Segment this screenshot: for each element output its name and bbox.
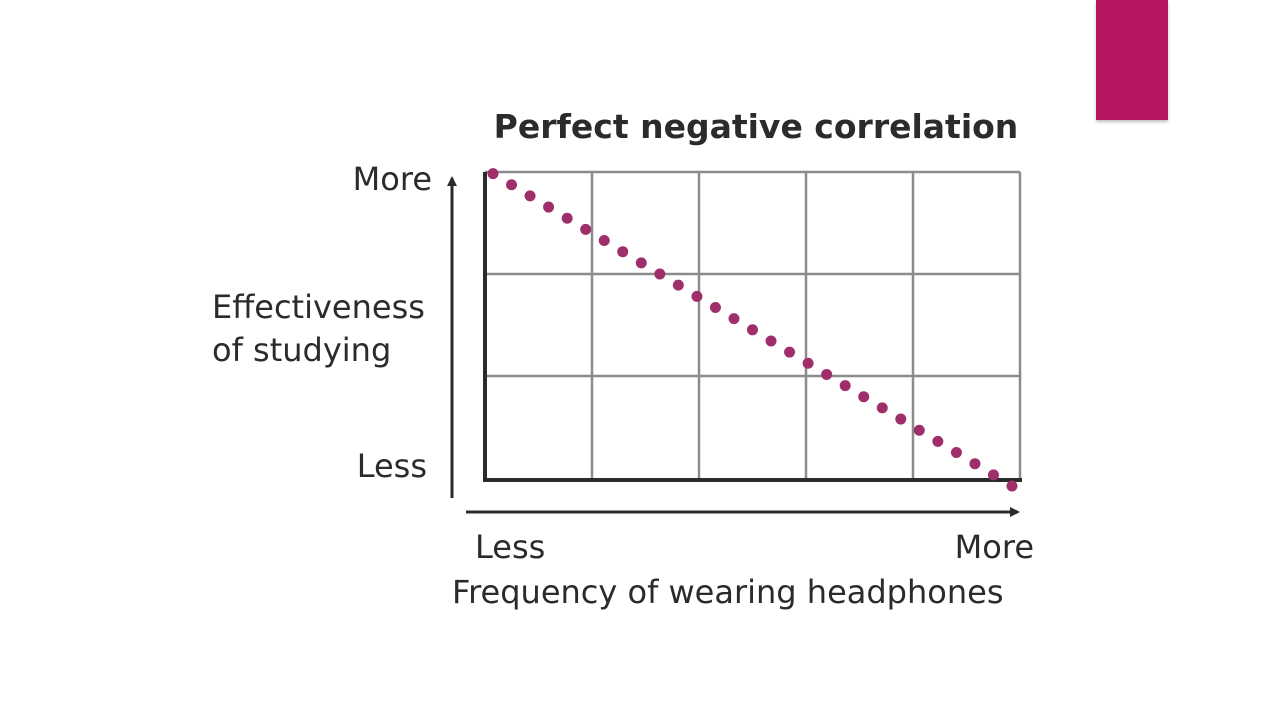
data-points — [487, 168, 1018, 492]
y-axis-label-line1: Effectiveness — [212, 288, 425, 326]
data-point — [709, 301, 721, 313]
data-point — [598, 235, 610, 247]
y-tick-label-high: More — [353, 160, 432, 198]
data-point — [580, 223, 592, 235]
data-point — [821, 368, 833, 380]
data-point — [617, 246, 629, 258]
data-point — [524, 190, 536, 202]
accent-bar — [1096, 0, 1168, 120]
data-point — [913, 424, 925, 436]
data-point — [784, 346, 796, 358]
data-point — [765, 335, 777, 347]
data-point — [876, 402, 888, 414]
data-point — [802, 357, 814, 369]
x-tick-label-low: Less — [475, 528, 545, 566]
data-point — [969, 458, 981, 470]
data-point — [654, 268, 666, 280]
data-point — [858, 391, 870, 403]
data-point — [487, 168, 499, 180]
data-point — [635, 257, 647, 269]
data-point — [747, 324, 758, 336]
y-tick-label-low: Less — [357, 447, 427, 485]
data-point — [506, 179, 518, 191]
data-point — [728, 313, 740, 325]
x-axis-label: Frequency of wearing headphones — [452, 573, 1003, 611]
data-point — [987, 469, 999, 481]
data-point — [950, 447, 962, 459]
data-point — [672, 279, 684, 291]
data-point — [839, 380, 851, 392]
data-point — [932, 435, 944, 447]
data-point — [895, 413, 907, 425]
data-point — [543, 201, 555, 213]
grid — [485, 170, 1022, 478]
data-point — [561, 212, 573, 224]
y-axis-label-line2: of studying — [212, 331, 391, 369]
data-point — [1006, 480, 1018, 492]
chart-title: Perfect negative correlation — [494, 107, 1019, 146]
x-tick-label-high: More — [955, 528, 1034, 566]
data-point — [691, 290, 703, 302]
